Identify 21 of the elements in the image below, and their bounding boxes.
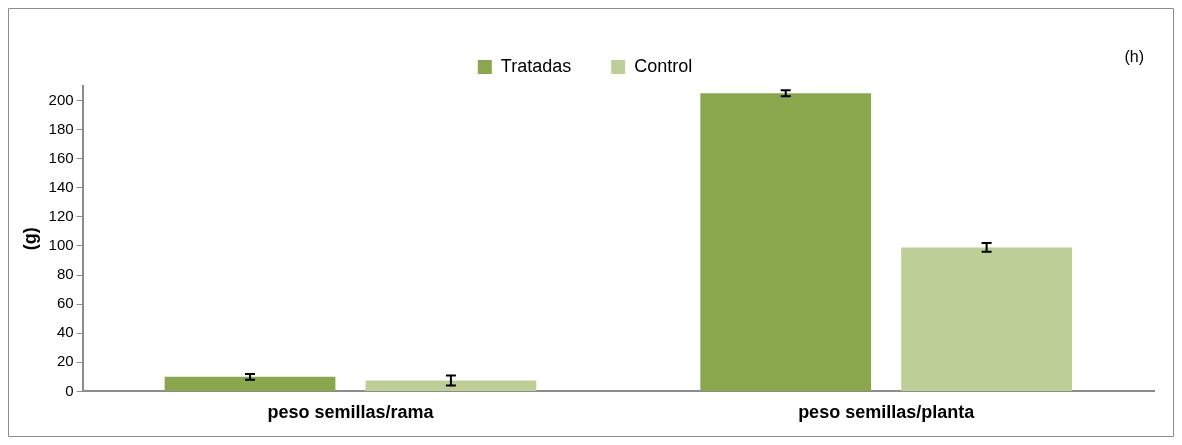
y-tick-label: 100 <box>48 236 74 254</box>
bar <box>700 93 872 391</box>
y-tick-label: 20 <box>56 352 74 370</box>
y-tick-label: 60 <box>56 294 74 312</box>
y-tick-label: 180 <box>48 119 74 137</box>
y-tick-label: 140 <box>48 177 74 195</box>
x-tick-label: peso semillas/planta <box>798 402 976 423</box>
legend-label: Control <box>634 55 693 76</box>
bar <box>901 247 1072 391</box>
y-tick-label: 120 <box>48 207 74 225</box>
text: (h) <box>1124 48 1144 66</box>
y-axis-title: (g) <box>19 227 40 251</box>
legend-label: Tratadas <box>500 55 572 76</box>
y-tick-label: 40 <box>56 323 74 341</box>
y-tick-label: 80 <box>56 265 74 283</box>
bar <box>164 376 336 391</box>
x-tick-label: peso semillas/rama <box>267 402 435 423</box>
y-tick-label: 160 <box>48 148 74 166</box>
y-tick-label: 200 <box>48 90 74 108</box>
y-tick-label: 0 <box>65 381 74 399</box>
bar <box>365 380 537 391</box>
